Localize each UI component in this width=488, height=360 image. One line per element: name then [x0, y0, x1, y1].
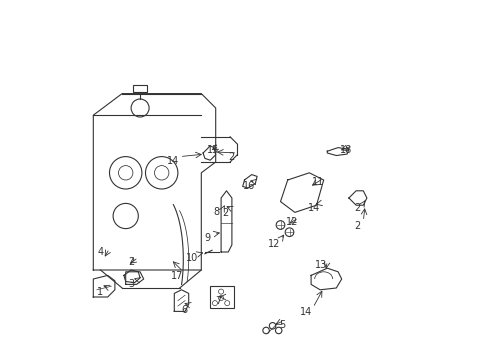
- Bar: [133, 85, 147, 92]
- Text: 2: 2: [227, 152, 234, 162]
- Text: 3: 3: [128, 279, 134, 289]
- Text: 14: 14: [307, 203, 320, 213]
- Text: 11: 11: [311, 177, 324, 187]
- Text: 16: 16: [243, 181, 255, 191]
- Text: 14: 14: [300, 307, 312, 317]
- Text: 1: 1: [97, 287, 103, 297]
- Text: 4: 4: [97, 247, 103, 257]
- Text: 13: 13: [315, 260, 327, 270]
- Text: 6: 6: [181, 305, 187, 315]
- Text: 2: 2: [128, 257, 134, 267]
- Text: 5: 5: [278, 320, 285, 330]
- Text: 2: 2: [222, 208, 228, 218]
- Text: 12: 12: [285, 217, 298, 227]
- Text: 10: 10: [186, 253, 198, 264]
- Text: 14: 14: [167, 156, 179, 166]
- Text: 15: 15: [206, 145, 219, 155]
- Text: 12: 12: [267, 239, 280, 249]
- Text: 7: 7: [215, 296, 221, 306]
- Text: 2: 2: [353, 203, 360, 213]
- Text: 9: 9: [204, 233, 210, 243]
- Text: 17: 17: [171, 271, 183, 281]
- Bar: [210, 286, 233, 308]
- Text: 18: 18: [340, 145, 352, 155]
- Text: 8: 8: [213, 207, 220, 217]
- Text: 2: 2: [353, 221, 360, 231]
